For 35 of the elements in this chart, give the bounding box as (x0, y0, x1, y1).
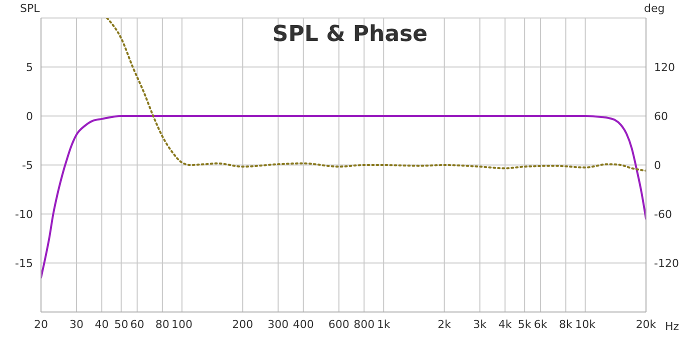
y2-tick-label: 120 (654, 60, 675, 74)
y2-tick-label: 60 (654, 110, 668, 123)
x-tick-label: 4k (498, 318, 512, 331)
x-tick-label: 300 (268, 318, 289, 331)
x-tick-label: 200 (232, 318, 254, 331)
x-tick-label: 8k (559, 318, 574, 331)
y-tick-label: -15 (15, 256, 33, 270)
y-tick-label: -5 (22, 158, 33, 172)
x-tick-label: 20 (34, 318, 48, 331)
y-tick-label: 0 (26, 110, 33, 123)
y2-axis-title: deg (644, 2, 665, 15)
x-tick-label: 600 (328, 318, 350, 331)
x-tick-label: 50 (114, 318, 128, 331)
x-tick-label: 5k (518, 318, 532, 331)
x-tick-label: 30 (70, 318, 84, 331)
x-tick-label: 2k (438, 318, 452, 331)
x-tick-label: 80 (155, 318, 170, 331)
x-tick-label: 60 (130, 318, 144, 331)
x-tick-label: 3k (473, 318, 488, 331)
y-tick-label: 5 (26, 60, 33, 74)
y-axis-title: SPL (20, 2, 40, 15)
x-tick-label: 40 (94, 318, 109, 331)
x-tick-label: 400 (292, 318, 314, 331)
x-axis-title: Hz (665, 320, 680, 333)
x-tick-label: 20k (636, 318, 657, 331)
y2-tick-label: 0 (654, 158, 661, 172)
x-tick-label: 6k (534, 318, 548, 331)
y2-tick-label: -120 (654, 256, 679, 270)
chart-title: SPL & Phase (271, 22, 429, 47)
x-tick-label: 100 (171, 318, 192, 331)
x-tick-label: 1k (376, 318, 391, 331)
x-tick-label: 10k (575, 318, 596, 331)
y-tick-label: -10 (15, 208, 33, 221)
y2-tick-label: -60 (654, 208, 672, 221)
x-tick-label: 800 (354, 318, 375, 331)
